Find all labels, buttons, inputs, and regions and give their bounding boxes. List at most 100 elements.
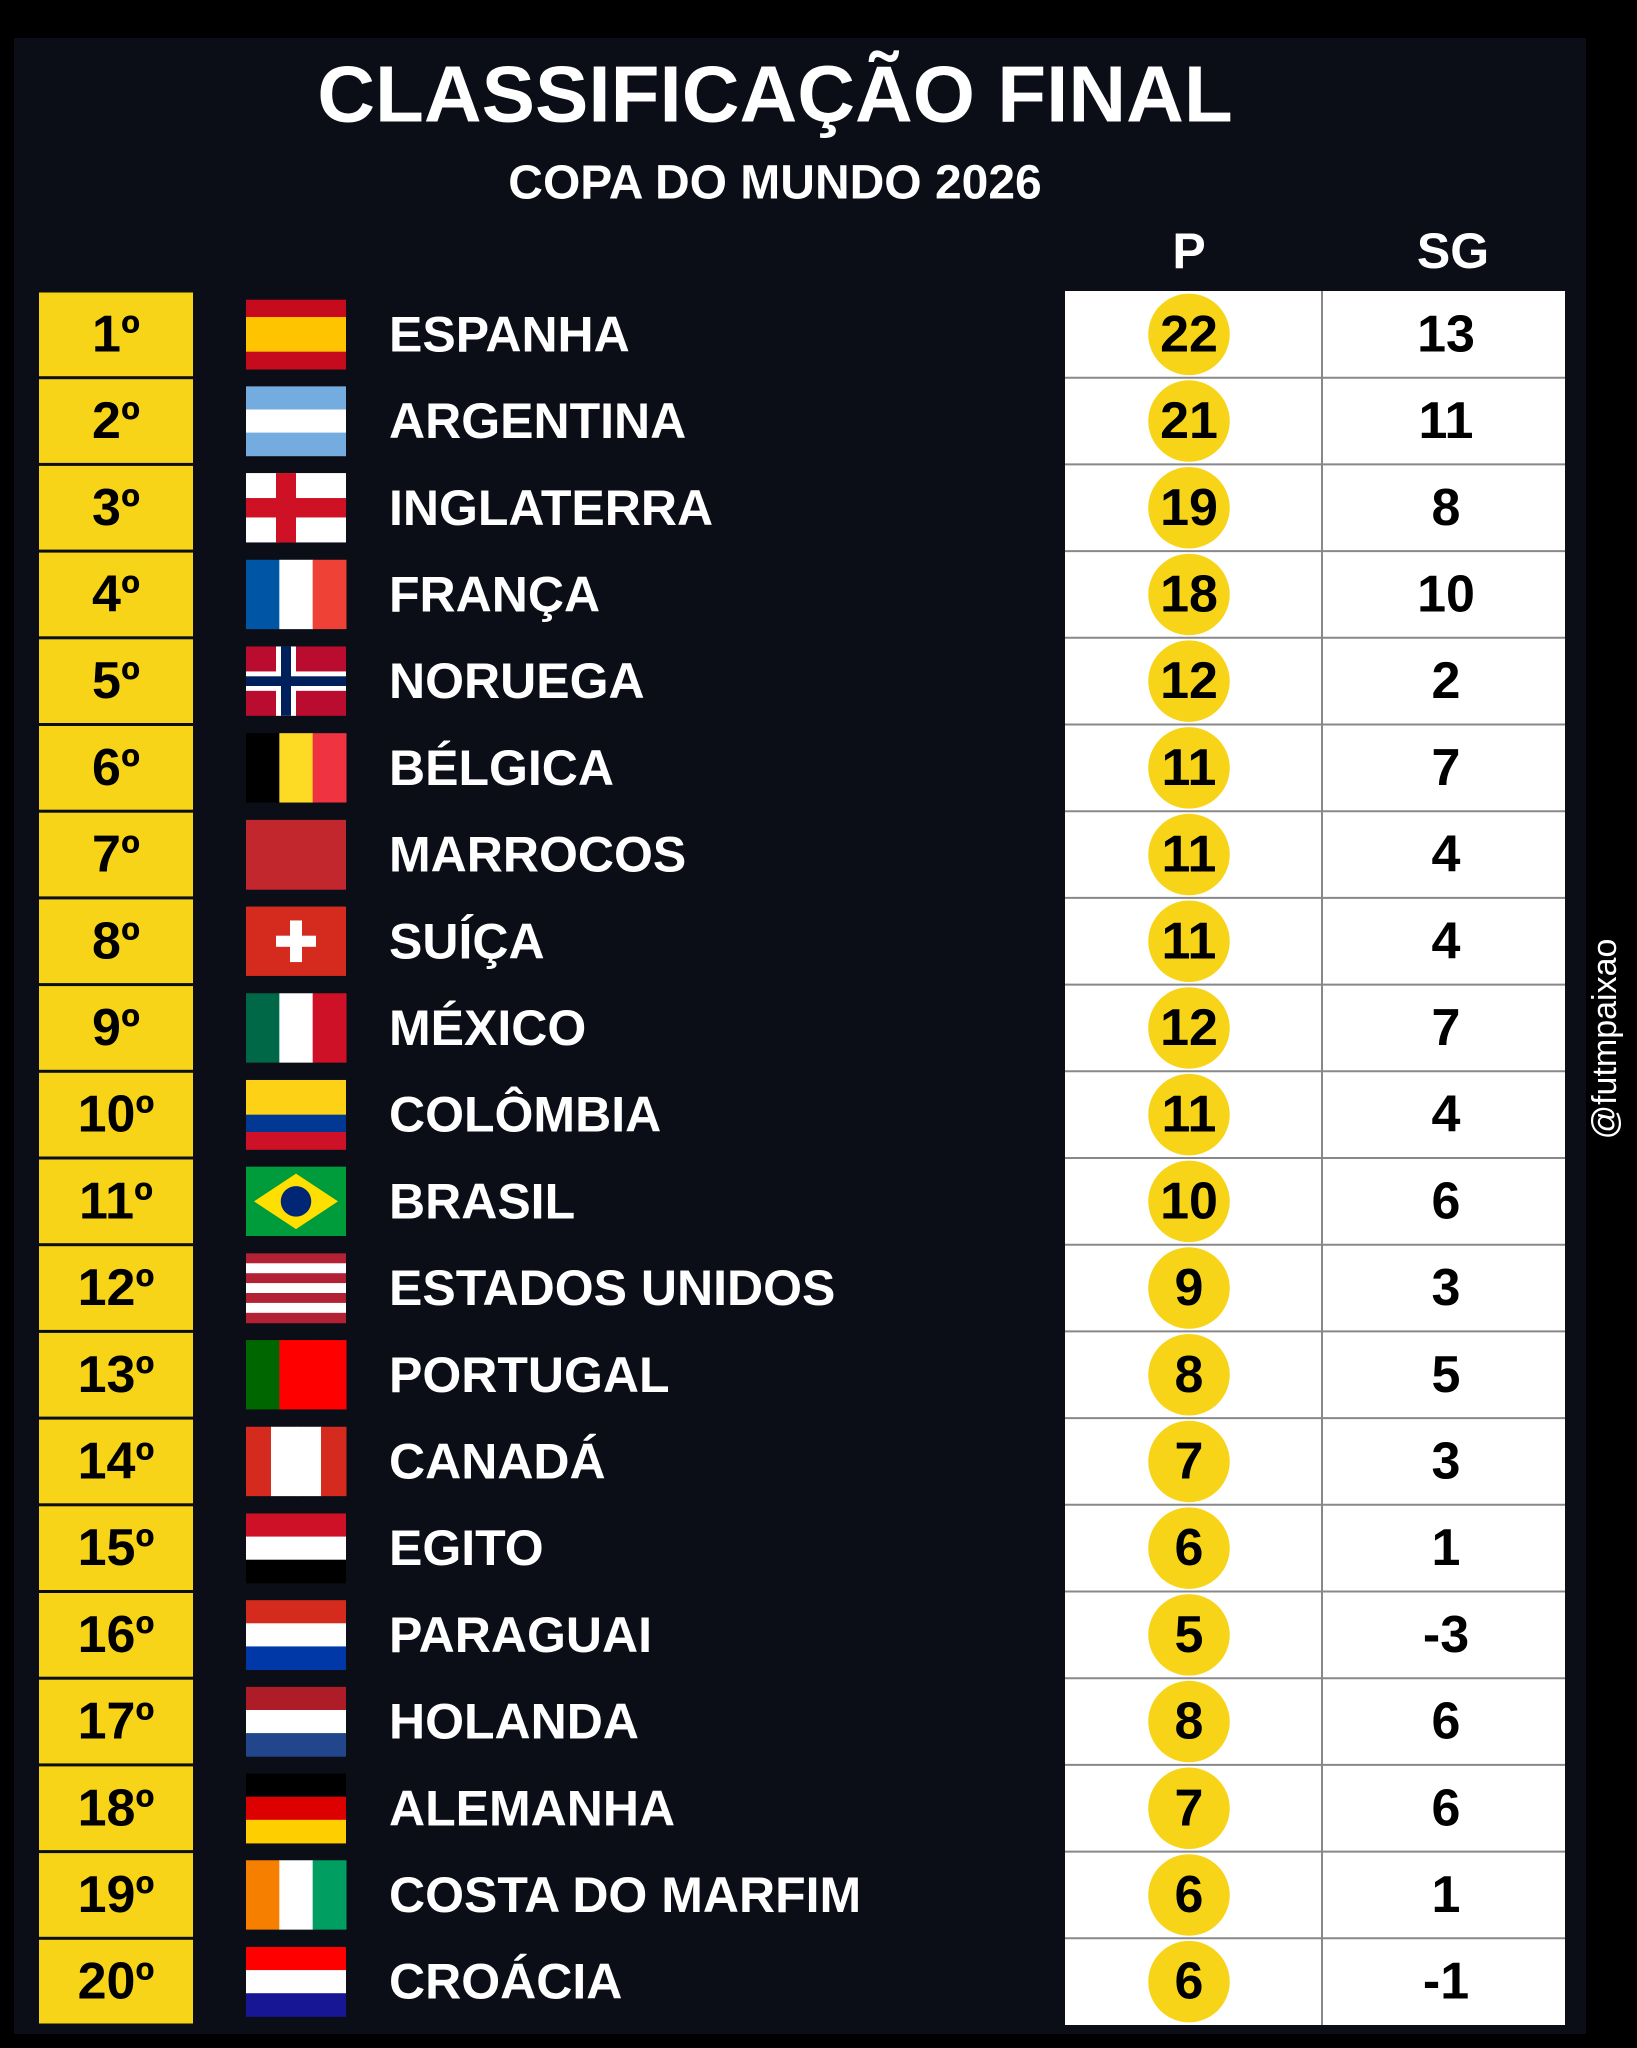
rank-cell xyxy=(39,1593,193,1677)
goal-difference: -3 xyxy=(1423,1606,1469,1664)
points-badge xyxy=(1148,813,1230,896)
flag-stripe xyxy=(279,1340,314,1410)
points: 18 xyxy=(1160,565,1218,623)
flag xyxy=(246,1253,346,1324)
team-name: FRANÇA xyxy=(389,566,600,622)
flag xyxy=(246,733,347,803)
flag-stripe xyxy=(246,1709,346,1734)
flag xyxy=(246,386,346,457)
goal-difference: 8 xyxy=(1432,479,1461,537)
rank: 15º xyxy=(78,1519,155,1577)
rank-cell xyxy=(39,812,193,897)
flag xyxy=(246,1079,346,1150)
flag-stripe xyxy=(246,733,280,803)
points-badge xyxy=(1148,467,1230,549)
points-badge xyxy=(1148,553,1230,636)
flag-stripe xyxy=(246,1340,280,1410)
flag xyxy=(246,1773,346,1844)
flag-stripe xyxy=(246,409,346,434)
goal-difference: 1 xyxy=(1432,1866,1461,1924)
flag-stripe xyxy=(246,1131,346,1150)
flag-stripe xyxy=(271,1426,297,1497)
rank-cell xyxy=(39,726,193,810)
flag-stripe xyxy=(246,1513,346,1538)
team-name: MÉXICO xyxy=(389,1000,586,1056)
rank: 20º xyxy=(78,1953,155,2011)
flag xyxy=(246,646,346,716)
flag-stripe xyxy=(246,1097,346,1116)
points: 8 xyxy=(1175,1346,1204,1404)
flag xyxy=(246,1513,346,1584)
flag-stripe xyxy=(246,1686,346,1711)
team-name: INGLATERRA xyxy=(389,480,713,536)
rank: 19º xyxy=(78,1866,155,1924)
rank-cell xyxy=(39,1679,193,1764)
rank-cell xyxy=(39,1072,193,1157)
goal-difference: 5 xyxy=(1432,1346,1461,1404)
flag-cross xyxy=(246,502,346,513)
points: 19 xyxy=(1160,479,1218,537)
subtitle: COPA DO MUNDO 2026 xyxy=(508,157,1041,210)
points-badge xyxy=(1148,1940,1230,2023)
flag-stripe xyxy=(246,1733,346,1757)
flag-stripe xyxy=(246,1079,346,1098)
rank-cell xyxy=(39,1939,193,2024)
flag-stripe xyxy=(246,334,346,353)
watermark: @futmpaixao xyxy=(1586,939,1624,1140)
flag-stripe xyxy=(279,733,314,803)
goal-difference: 6 xyxy=(1432,1779,1461,1837)
flag-stripe xyxy=(246,1773,346,1798)
flag-stripe xyxy=(246,1273,346,1284)
flag xyxy=(246,559,347,630)
flag-stripe xyxy=(312,559,347,630)
team-name: COSTA DO MARFIM xyxy=(389,1867,861,1923)
points-badge xyxy=(1148,293,1230,376)
flag-stripe xyxy=(246,351,346,370)
points-badge xyxy=(1148,1160,1230,1243)
points-badge xyxy=(1148,727,1230,809)
rank: 8º xyxy=(92,912,140,970)
rank-cell xyxy=(39,552,193,637)
flag-stripe xyxy=(246,559,280,630)
flag-stripe xyxy=(246,1536,346,1561)
rank-cell xyxy=(39,899,193,984)
rank: 16º xyxy=(78,1606,155,1664)
title: CLASSIFICAÇÃO FINAL xyxy=(317,50,1233,139)
flag xyxy=(246,473,346,543)
flag xyxy=(246,1426,347,1497)
team-name: SUÍÇA xyxy=(389,913,545,969)
flag xyxy=(246,1860,347,1930)
points: 7 xyxy=(1175,1432,1204,1490)
rank: 12º xyxy=(78,1259,155,1317)
points: 10 xyxy=(1160,1172,1218,1230)
points: 5 xyxy=(1175,1606,1204,1664)
flag xyxy=(246,906,346,976)
points: 22 xyxy=(1160,305,1218,363)
flag-globe xyxy=(280,1186,312,1217)
flag xyxy=(246,299,346,370)
points-badge xyxy=(1148,1854,1230,1936)
flag-stripe xyxy=(296,1426,322,1497)
flag-stripe xyxy=(246,1312,346,1324)
flag-stripe xyxy=(312,1340,347,1410)
goal-difference: -1 xyxy=(1423,1953,1469,2011)
team-name: HOLANDA xyxy=(389,1694,639,1750)
rank-cell xyxy=(39,292,193,377)
flag-stripe xyxy=(246,1283,346,1294)
rank-cell xyxy=(39,1246,193,1330)
flag-stripe xyxy=(246,1426,272,1497)
flag-stripe xyxy=(246,1860,280,1930)
points-badge xyxy=(1148,1073,1230,1156)
rank-cell xyxy=(39,986,193,1070)
team-name: PARAGUAI xyxy=(389,1607,652,1663)
rank-cell xyxy=(39,1332,193,1417)
flag-stripe xyxy=(246,317,346,335)
points: 6 xyxy=(1175,1866,1204,1924)
flag-stripe xyxy=(246,1796,346,1821)
rank-cell xyxy=(39,1853,193,1937)
points-badge xyxy=(1148,1767,1230,1849)
flag xyxy=(246,1340,347,1410)
